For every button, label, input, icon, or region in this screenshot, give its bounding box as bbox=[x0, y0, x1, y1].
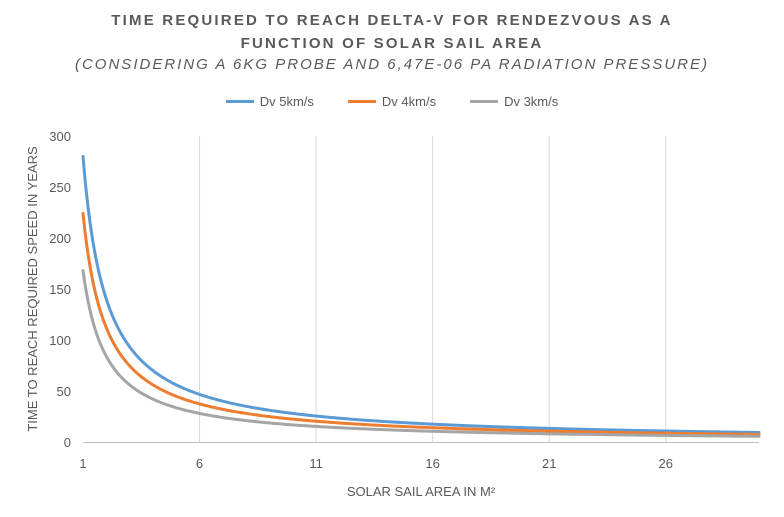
legend-item-dv4: Dv 4km/s bbox=[347, 94, 437, 109]
y-tick-label-200: 200 bbox=[49, 231, 71, 246]
chart-title: TIME REQUIRED TO REACH DELTA-V FOR RENDE… bbox=[111, 12, 673, 29]
y-tick-label-100: 100 bbox=[49, 333, 71, 348]
series-group bbox=[81, 154, 761, 438]
x-tick-label-16: 16 bbox=[425, 456, 439, 471]
legend-swatch-dv5 bbox=[225, 100, 254, 103]
legend: Dv 5km/s Dv 4km/s Dv 3km/s bbox=[0, 94, 784, 109]
y-tick-label-250: 250 bbox=[49, 180, 71, 195]
gridlines bbox=[83, 136, 759, 443]
x-tick-label-21: 21 bbox=[542, 456, 556, 471]
series-line-1 bbox=[81, 212, 761, 436]
x-tick-label-11: 11 bbox=[309, 456, 323, 471]
y-tick-label-150: 150 bbox=[49, 282, 71, 297]
legend-swatch-dv4 bbox=[347, 100, 376, 103]
legend-label-dv3: Dv 3km/s bbox=[504, 94, 559, 109]
x-tick-label-26: 26 bbox=[659, 456, 673, 471]
series-line-2 bbox=[81, 269, 761, 438]
legend-swatch-dv3 bbox=[470, 100, 499, 103]
x-tick-label-6: 6 bbox=[196, 456, 203, 471]
y-axis-ticks: 0 50 100 150 200 250 300 bbox=[49, 129, 71, 450]
y-tick-label-0: 0 bbox=[64, 435, 71, 450]
legend-label-dv5: Dv 5km/s bbox=[259, 94, 314, 109]
x-axis-title: SOLAR SAIL AREA IN M² bbox=[347, 484, 496, 499]
y-axis-title: TIME TO REACH REQUIRED SPEED IN YEARS bbox=[25, 146, 40, 432]
x-axis-ticks: 1 6 11 16 21 26 bbox=[79, 456, 673, 471]
legend-label-dv4: Dv 4km/s bbox=[381, 94, 437, 109]
legend-item-dv3: Dv 3km/s bbox=[470, 94, 558, 109]
chart-subtitle: (CONSIDERING A 6KG PROBE AND 6,47E-06 PA… bbox=[74, 56, 709, 73]
legend-item-dv5: Dv 5km/s bbox=[225, 94, 314, 109]
chart-title-line2: FUNCTION OF SOLAR SAIL AREA bbox=[240, 35, 544, 52]
series-line-0 bbox=[81, 154, 761, 434]
y-tick-label-50: 50 bbox=[57, 384, 71, 399]
x-tick-label-1: 1 bbox=[79, 456, 86, 471]
y-tick-label-300: 300 bbox=[49, 129, 71, 144]
